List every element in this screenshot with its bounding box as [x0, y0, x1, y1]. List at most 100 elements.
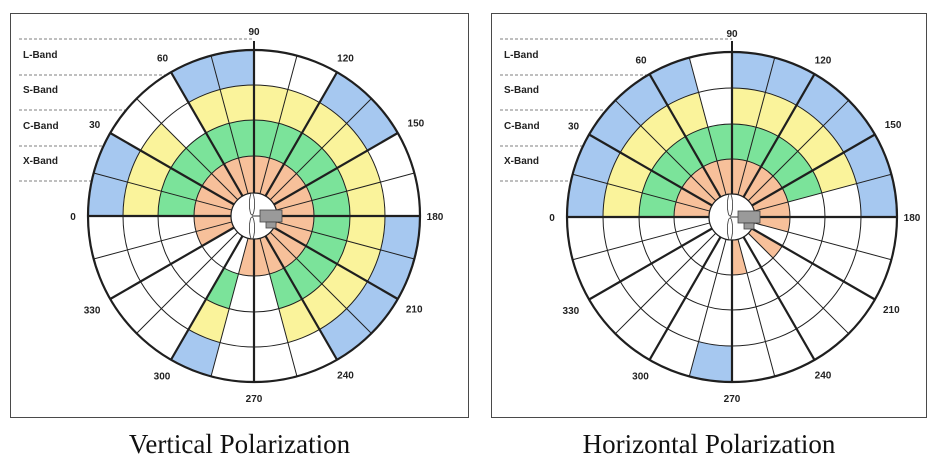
radial-line	[751, 227, 876, 301]
radial-line	[109, 132, 235, 206]
sector-cell-s-band	[337, 240, 381, 282]
sector-cell-x-band	[276, 216, 314, 232]
polar-grid	[565, 41, 899, 384]
radial-line	[269, 98, 372, 201]
sector-cell-x-band	[754, 217, 790, 233]
sector-cell-s-band	[188, 299, 230, 343]
sector-cell-x-band	[748, 228, 783, 259]
vertical-polarization-panel: L-Band S-Band C-Band X-Band 0 30 60 90 120 150 180…	[10, 13, 469, 418]
sector-cell-s-band	[346, 216, 385, 250]
sector-cell-c-band	[284, 258, 322, 300]
sector-cell-c-band	[157, 191, 197, 216]
radial-line	[751, 133, 876, 207]
radial-line	[170, 71, 244, 197]
sector-cell-c-band	[761, 136, 798, 176]
angle-label: 180	[427, 212, 444, 223]
radial-line	[136, 231, 239, 334]
sector-cell-c-band	[639, 192, 676, 217]
sector-cell-x-band	[202, 173, 238, 205]
band-label: X-Band	[23, 156, 58, 167]
radial-line	[93, 221, 232, 260]
sector-cell-x-band	[196, 221, 235, 246]
sector-cell-x-band	[273, 221, 312, 246]
radial-line	[588, 227, 713, 301]
sector-cells	[567, 52, 897, 382]
angle-label: 300	[154, 371, 171, 382]
sector-cell-c-band	[642, 170, 682, 202]
angle-label: 30	[568, 122, 580, 133]
sector-cell-s-band	[812, 152, 857, 193]
radial-line	[754, 222, 892, 261]
sector-cell-x-band	[254, 155, 270, 194]
band-label: C-Band	[23, 121, 59, 132]
sector-cell-x-band	[716, 159, 732, 195]
sector-cell-x-band	[193, 216, 232, 232]
sector-cell-x-band	[737, 160, 761, 198]
angle-label: 300	[632, 372, 649, 383]
sector-cell-x-band	[732, 239, 748, 275]
sector-cell-s-band	[603, 183, 643, 217]
band-label: S-Band	[504, 85, 539, 96]
sector-cell-x-band	[674, 201, 710, 217]
sector-cell-l-band	[856, 174, 897, 217]
radial-line	[264, 235, 338, 361]
sector-cell-l-band	[171, 329, 221, 377]
vertical-polarization-caption: Vertical Polarization	[128, 429, 351, 459]
sector-cell-c-band	[296, 148, 338, 186]
sector-cell-c-band	[161, 168, 203, 201]
radial-line	[614, 99, 717, 202]
angle-label: 0	[70, 212, 76, 223]
sector-cell-l-band	[732, 52, 775, 93]
sector-cell-c-band	[284, 132, 322, 174]
angle-label: 330	[84, 306, 101, 317]
sector-cell-s-band	[346, 182, 385, 216]
sector-cell-c-band	[269, 267, 302, 309]
band-label: X-Band	[504, 156, 539, 167]
angle-label: 60	[635, 55, 647, 66]
sector-cell-s-band	[667, 92, 708, 137]
radial-line	[688, 57, 727, 195]
polar-grid	[86, 41, 422, 384]
radial-line	[614, 232, 717, 335]
angle-label: 90	[726, 29, 738, 40]
band-label: C-Band	[504, 121, 540, 132]
angle-label: 90	[248, 27, 260, 38]
sector-cell-x-band	[690, 166, 721, 201]
radial-line	[737, 239, 776, 377]
radial-line	[259, 238, 298, 377]
radial-line	[276, 221, 415, 260]
band-label: L-Band	[23, 50, 57, 61]
radial-line	[572, 222, 710, 261]
sector-cell-c-band	[186, 132, 224, 174]
radial-line	[109, 226, 235, 300]
sector-cell-l-band	[367, 249, 415, 299]
sector-cell-s-band	[778, 105, 824, 152]
sector-cell-l-band	[171, 55, 221, 103]
radial-line	[742, 73, 816, 198]
sector-cell-x-band	[196, 186, 235, 211]
sector-cell-x-band	[273, 186, 312, 211]
sector-cell-x-band	[276, 200, 314, 216]
sector-cell-c-band	[773, 151, 813, 188]
sector-cell-x-band	[270, 173, 306, 205]
radial-line	[269, 231, 372, 334]
horizontal-polarization-panel: L-Band S-Band C-Band X-Band 0 30 60 90 120 150 180…	[491, 13, 927, 418]
sector-cell-c-band	[782, 170, 822, 202]
angle-label: 60	[157, 54, 169, 65]
sector-cell-x-band	[703, 160, 727, 198]
angle-label: 120	[815, 55, 832, 66]
band-labels: L-Band S-Band C-Band X-Band	[504, 50, 540, 167]
radial-line	[170, 235, 244, 361]
angle-label: 120	[337, 54, 354, 65]
sector-cell-l-band	[689, 341, 732, 382]
sector-cell-l-band	[567, 174, 608, 217]
sector-cell-c-band	[206, 123, 239, 165]
angle-label: 180	[904, 213, 921, 224]
angle-labels: 0 30 60 90 120 150 180 210 240 270 300 330	[549, 29, 921, 405]
horizontal-polarization-caption: Horizontal Polarization	[582, 429, 836, 459]
radial-line	[737, 57, 776, 195]
sector-cell-c-band	[229, 120, 254, 159]
sector-cell-x-band	[238, 238, 254, 276]
wind-turbine-icon	[708, 193, 761, 241]
angle-label: 270	[724, 394, 741, 405]
